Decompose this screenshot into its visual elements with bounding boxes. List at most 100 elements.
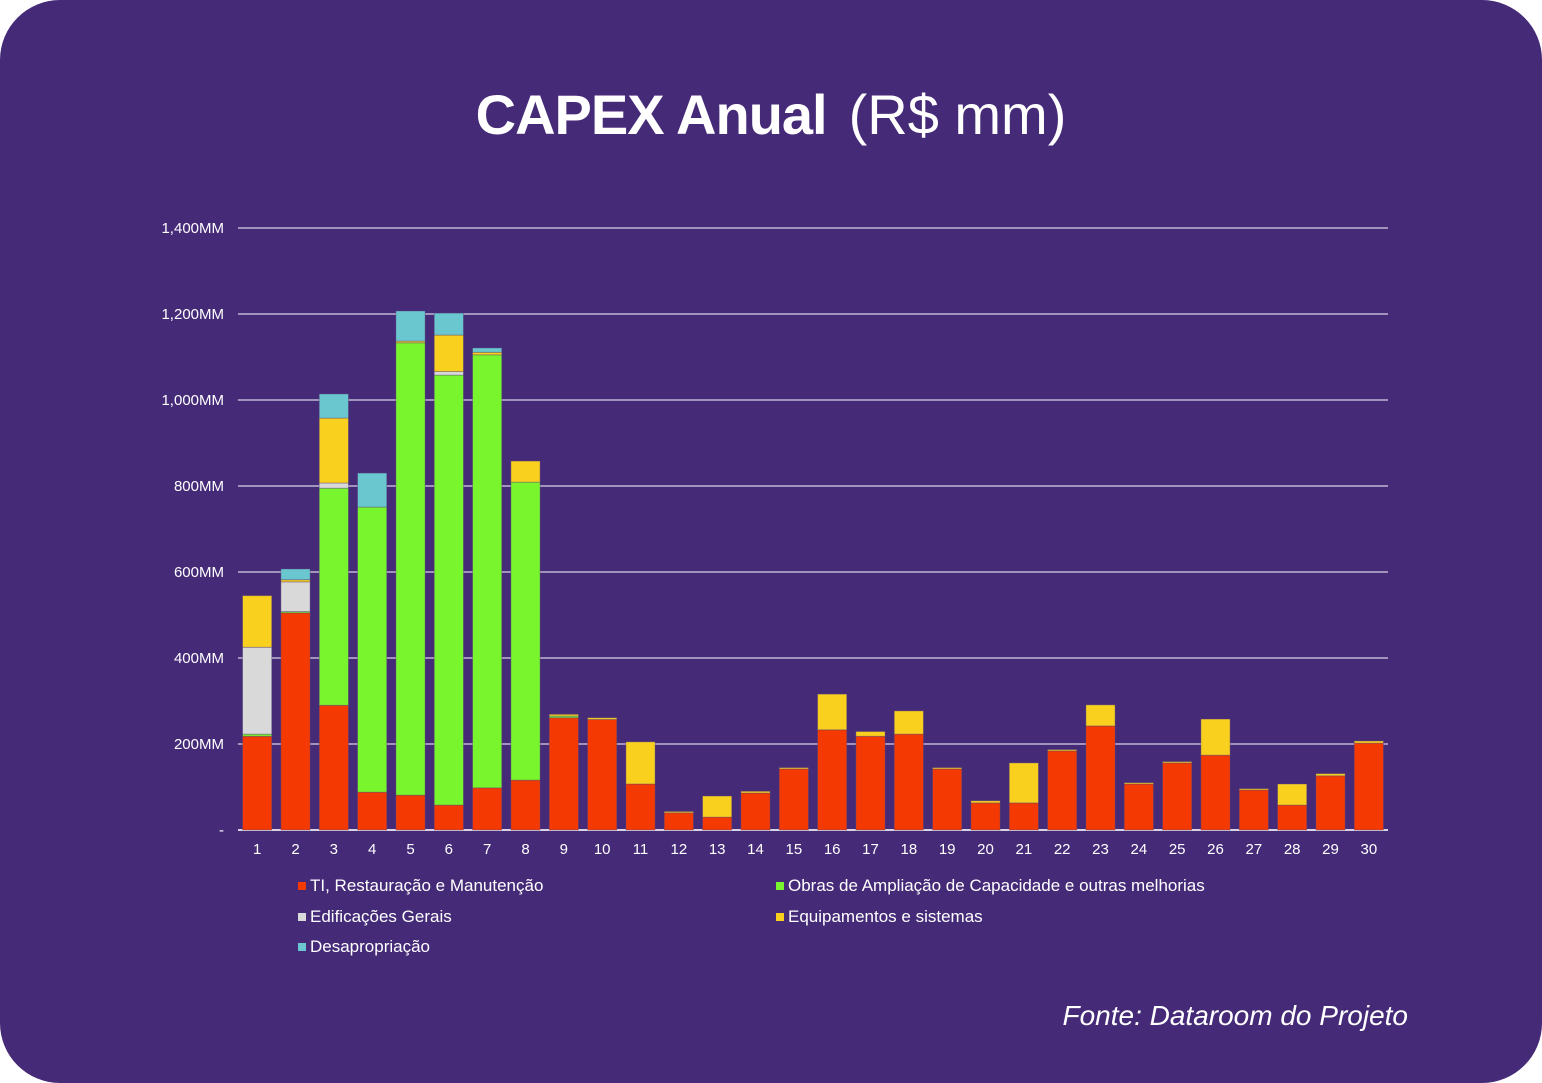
bar-segment-2-cat-3 — [318, 487, 349, 706]
legend-item: TI, Restauração e Manutenção — [298, 876, 543, 896]
x-tick-label: 18 — [900, 841, 917, 858]
bar-segment-2-cat-6 — [433, 374, 464, 806]
x-tick-label: 23 — [1092, 841, 1109, 858]
bar-segment-1-cat-1 — [242, 735, 273, 831]
legend-item: Obras de Ampliação de Capacidade e outra… — [776, 876, 1205, 896]
legend-item: Equipamentos e sistemas — [776, 907, 983, 927]
bar-segment-1-cat-3 — [318, 704, 349, 831]
bar-segment-3-cat-2 — [280, 581, 311, 612]
bar-segment-1-cat-12 — [663, 812, 694, 831]
legend-swatch — [298, 913, 306, 921]
x-tick-label: 20 — [977, 841, 994, 858]
chart-title: CAPEX Anual (R$ mm) — [0, 82, 1542, 147]
legend-item: Edificações Gerais — [298, 907, 452, 927]
x-tick-label: 27 — [1245, 841, 1262, 858]
legend-label: Obras de Ampliação de Capacidade e outra… — [788, 876, 1205, 895]
bar-segment-1-cat-7 — [472, 787, 503, 831]
bar-segment-1-cat-2 — [280, 612, 311, 831]
y-tick-label: 200MM — [174, 736, 224, 753]
y-tick-label: - — [219, 822, 224, 839]
bar-segment-4-cat-12 — [663, 811, 694, 814]
x-tick-label: 12 — [670, 841, 687, 858]
x-tick-label: 22 — [1054, 841, 1071, 858]
bar-segment-1-cat-11 — [625, 783, 656, 831]
bar-segment-5-cat-3 — [318, 393, 349, 419]
bar-segment-3-cat-1 — [242, 646, 273, 735]
bar-segment-1-cat-16 — [817, 729, 848, 831]
bar-segment-2-cat-7 — [472, 354, 503, 789]
x-tick-label: 6 — [445, 841, 453, 858]
y-tick-label: 400MM — [174, 650, 224, 667]
x-tick-label: 21 — [1015, 841, 1032, 858]
bar-segment-4-cat-16 — [817, 693, 848, 731]
x-tick-label: 17 — [862, 841, 879, 858]
bar-segment-1-cat-15 — [778, 768, 809, 831]
x-tick-label: 24 — [1130, 841, 1147, 858]
x-tick-label: 15 — [785, 841, 802, 858]
bar-segment-4-cat-30 — [1353, 740, 1384, 744]
bar-segment-1-cat-20 — [970, 802, 1001, 831]
bar-segment-5-cat-2 — [280, 568, 311, 581]
bar-segment-1-cat-23 — [1085, 725, 1116, 831]
legend-swatch — [298, 943, 306, 951]
bar-segment-4-cat-26 — [1200, 718, 1231, 756]
legend-item: Desapropriação — [298, 937, 430, 957]
bar-segment-4-cat-29 — [1315, 773, 1346, 777]
bar-segment-3-cat-3 — [318, 482, 349, 489]
source-note: Fonte: Dataroom do Projeto — [1062, 1000, 1408, 1031]
bar-segment-4-cat-8 — [510, 460, 541, 483]
legend-swatch — [776, 913, 784, 921]
bar-segment-4-cat-3 — [318, 417, 349, 484]
bar-segment-5-cat-5 — [395, 310, 426, 342]
bar-segment-4-cat-19 — [932, 767, 963, 770]
x-tick-label: 7 — [483, 841, 491, 858]
bar-segment-4-cat-25 — [1162, 761, 1193, 764]
bar-segment-1-cat-4 — [357, 791, 388, 831]
x-tick-label: 9 — [560, 841, 568, 858]
bar-segment-1-cat-25 — [1162, 762, 1193, 831]
bar-segment-4-cat-11 — [625, 741, 656, 785]
x-tick-label: 13 — [709, 841, 726, 858]
x-tick-label: 29 — [1322, 841, 1339, 858]
bar-segment-1-cat-27 — [1238, 789, 1269, 831]
bar-segment-4-cat-24 — [1123, 782, 1154, 785]
bar-segment-4-cat-20 — [970, 800, 1001, 804]
bar-segment-1-cat-24 — [1123, 783, 1154, 831]
bar-segment-2-cat-8 — [510, 481, 541, 781]
bar-segment-4-cat-6 — [433, 334, 464, 373]
x-tick-label: 28 — [1284, 841, 1301, 858]
bar-segment-1-cat-22 — [1047, 750, 1078, 831]
bar-segment-1-cat-19 — [932, 768, 963, 831]
x-tick-label: 8 — [521, 841, 529, 858]
x-tick-label: 16 — [824, 841, 841, 858]
bar-segment-1-cat-5 — [395, 794, 426, 831]
bar-segment-4-cat-28 — [1277, 783, 1308, 806]
bar-segment-4-cat-21 — [1008, 762, 1039, 804]
bar-segment-5-cat-7 — [472, 347, 503, 353]
y-tick-label: 1,200MM — [161, 306, 224, 323]
bar-segment-1-cat-28 — [1277, 804, 1308, 831]
chart-title-main: CAPEX Anual — [475, 83, 828, 146]
bar-segment-4-cat-9 — [548, 713, 579, 717]
legend-label: TI, Restauração e Manutenção — [310, 876, 544, 895]
y-tick-label: 600MM — [174, 564, 224, 581]
legend-label: Desapropriação — [310, 937, 431, 956]
bar-segment-4-cat-1 — [242, 595, 273, 648]
bar-segment-4-cat-18 — [893, 710, 924, 735]
x-tick-label: 1 — [253, 841, 261, 858]
bar-segment-1-cat-26 — [1200, 754, 1231, 831]
legend-label: Equipamentos e sistemas — [788, 907, 983, 926]
x-tick-label: 30 — [1360, 841, 1377, 858]
bar-segment-4-cat-15 — [778, 767, 809, 770]
bar-segment-2-cat-4 — [357, 506, 388, 793]
bar-segment-1-cat-30 — [1353, 742, 1384, 831]
bar-segment-4-cat-27 — [1238, 788, 1269, 791]
bar-segment-1-cat-6 — [433, 804, 464, 831]
x-tick-label: 4 — [368, 841, 376, 858]
bar-segment-1-cat-10 — [587, 719, 618, 831]
bar-segment-1-cat-9 — [548, 717, 579, 831]
bar-segment-4-cat-14 — [740, 790, 771, 794]
bar-segment-1-cat-17 — [855, 735, 886, 831]
